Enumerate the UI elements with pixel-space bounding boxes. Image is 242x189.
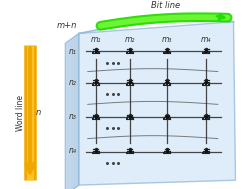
Polygon shape [79,22,235,185]
Polygon shape [65,33,79,189]
Text: m₄: m₄ [201,35,211,44]
Polygon shape [77,33,79,187]
Text: n₄: n₄ [69,146,77,155]
Text: Word line: Word line [16,95,25,131]
Text: m₁: m₁ [90,35,101,44]
Text: n₃: n₃ [69,112,77,121]
Text: n: n [36,108,41,117]
Text: n₂: n₂ [69,78,77,87]
Text: m+n: m+n [57,21,77,30]
Text: m₃: m₃ [162,35,172,44]
Text: n₁: n₁ [69,46,77,56]
Polygon shape [71,33,79,189]
Polygon shape [74,33,79,188]
Text: Bit line: Bit line [151,1,180,10]
Text: m₂: m₂ [125,35,135,44]
